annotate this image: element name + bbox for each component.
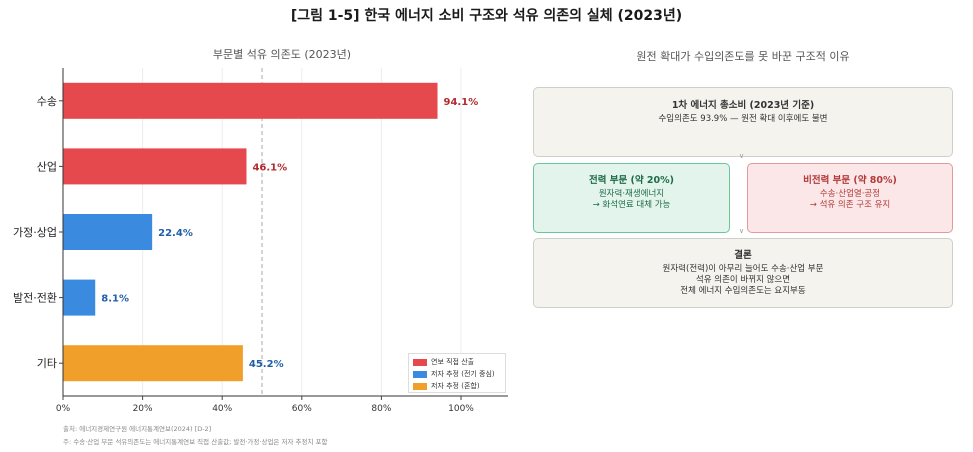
category-label-4: 기타 <box>37 357 57 370</box>
bar-2 <box>63 214 153 250</box>
legend-label-est-power: 저자 추정 (전기 중심) <box>431 370 495 378</box>
x-tick-label-2: 40% <box>212 404 232 414</box>
x-tick-label-5: 100% <box>448 404 474 414</box>
bar-chart: 부문별 석유 의존도 (2023년) 94.1% 수송 46.1% 산업 22.4% 가정·… <box>13 48 508 414</box>
flow-box-non-power-sector: 비전력 부문 (약 80%) 수송·산업열·공정 → 석유 의존 구조 유지 <box>747 163 953 233</box>
legend-item-est-power: 저자 추정 (전기 중심) <box>413 368 501 380</box>
legend-swatch-direct <box>413 358 427 366</box>
bar-1 <box>63 148 247 185</box>
flow-box-total-consumption: 1차 에너지 총소비 (2023년 기준) 수입의존도 93.9% — 원전 확… <box>533 87 953 157</box>
category-label-2: 가정·상업 <box>13 226 57 239</box>
legend-item-direct: 연보 직접 산출 <box>413 356 501 368</box>
flow-box-conclusion-heading: 결론 <box>734 250 752 261</box>
flow-box-nonpower-text-1: 수송·산업열·공정 <box>819 189 881 199</box>
chart-legend: 연보 직접 산출 저자 추정 (전기 중심) 저자 추정 (혼합) <box>408 353 506 393</box>
footnote: 주: 수송·산업 부문 석유의존도는 에너지통계연보 직접 산출값; 발전·가정… <box>63 438 328 446</box>
x-tick-label-4: 80% <box>371 404 391 414</box>
data-label-3: 8.1% <box>101 294 129 305</box>
x-tick-label-1: 20% <box>133 404 153 414</box>
flow-box-conclusion: 결론 원자력(전력)이 아무리 늘어도 수송·산업 부문 석유 의존이 바뀌지 … <box>533 238 953 308</box>
flow-box-conclusion-text-1: 원자력(전력)이 아무리 늘어도 수송·산업 부문 <box>662 264 824 274</box>
flow-box-nonpower-heading: 비전력 부문 (약 80%) <box>803 175 897 186</box>
flow-box-nonpower-text-2: → 석유 의존 구조 유지 <box>809 200 891 210</box>
down-arrow-icon: ∨ <box>739 227 745 235</box>
bar-3 <box>63 279 96 316</box>
data-label-1: 46.1% <box>252 162 287 173</box>
flow-box-total-text: 수입의존도 93.9% — 원전 확대 이후에도 불변 <box>658 114 828 124</box>
data-label-4: 45.2% <box>249 359 284 370</box>
flow-box-power-sector: 전력 부문 (약 20%) 원자력·재생에너지 → 화석연료 대체 가능 <box>533 163 730 233</box>
legend-item-est-mixed: 저자 추정 (혼합) <box>413 380 501 392</box>
flow-box-total-heading: 1차 에너지 총소비 (2023년 기준) <box>671 100 815 111</box>
bar-0 <box>63 82 438 119</box>
flow-box-power-text-2: → 화석연료 대체 가능 <box>592 200 671 210</box>
x-tick-label-0: 0% <box>56 404 71 414</box>
chart-title: 부문별 석유 의존도 (2023년) <box>213 48 351 61</box>
category-label-1: 산업 <box>37 160 57 173</box>
x-tick-label-3: 60% <box>292 404 312 414</box>
flow-box-power-heading: 전력 부문 (약 20%) <box>588 175 675 186</box>
flow-box-conclusion-text-3: 전체 에너지 수입의존도는 요지부동 <box>680 286 806 296</box>
legend-label-est-mixed: 저자 추정 (혼합) <box>431 382 480 390</box>
flow-box-power-text-1: 원자력·재생에너지 <box>598 189 665 199</box>
data-label-0: 94.1% <box>444 97 479 108</box>
flow-box-conclusion-text-2: 석유 의존이 바뀌지 않으면 <box>695 275 791 285</box>
flow-title: 원전 확대가 수입의존도를 못 바꾼 구조적 이유 <box>636 50 850 63</box>
down-arrow-icon: ∨ <box>739 152 745 160</box>
legend-label-direct: 연보 직접 산출 <box>431 358 475 366</box>
source-note: 출처: 에너지경제연구원 에너지통계연보(2024) [D-2] <box>63 425 212 433</box>
figure-title: [그림 1-5] 한국 에너지 소비 구조와 석유 의존의 실체 (2023년) <box>290 8 683 24</box>
category-label-3: 발전·전환 <box>13 292 57 305</box>
data-label-2: 22.4% <box>158 228 193 239</box>
legend-swatch-est-mixed <box>413 382 427 390</box>
category-label-0: 수송 <box>37 95 57 108</box>
legend-swatch-est-power <box>413 370 427 378</box>
bar-4 <box>63 345 243 382</box>
